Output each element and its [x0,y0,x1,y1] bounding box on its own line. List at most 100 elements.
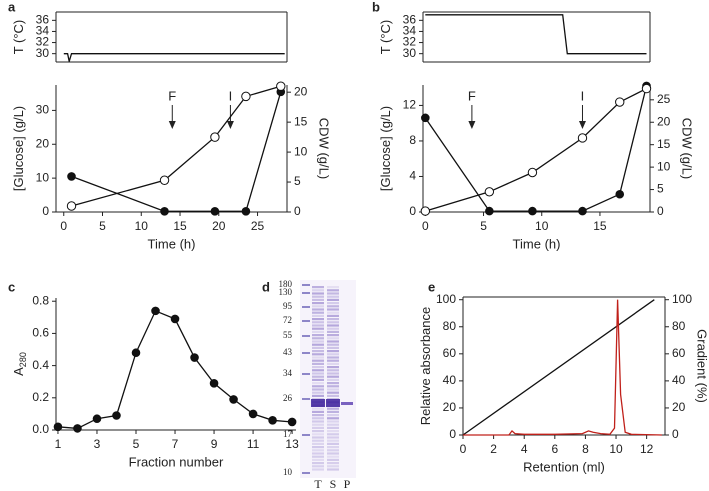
x-tick-label: 15 [173,219,187,233]
lane-label: S [330,477,337,491]
lane-band [312,462,324,465]
x-tick-label: 10 [535,219,549,233]
lane-band [327,458,339,461]
y2-tick-label: 25 [657,92,671,106]
lane-band [312,391,324,394]
lane-band [312,388,324,391]
y2-tick-label: 100 [672,292,692,306]
lane-band [312,302,324,305]
y2-axis-label: CDW (g/L) [680,118,695,179]
data-point [528,206,537,216]
x-tick-label: 15 [593,219,607,233]
marker-band [302,352,310,354]
lane-band [327,452,339,455]
marker-band [302,434,310,436]
lane-label: T [314,477,322,491]
lane-band [327,318,339,321]
marker-band [302,398,310,400]
lane-band [312,436,324,439]
lane-band [327,286,339,289]
lane-band [312,298,324,301]
lane-band [327,305,339,308]
y2-tick-label: 5 [294,174,301,188]
y-tick-label: 40 [443,373,457,387]
lane-band [312,452,324,455]
panel-label: c [8,279,15,294]
lane-band [312,455,324,458]
lane-band [327,394,339,397]
x-tick-label: 3 [94,437,101,451]
lane-band [312,394,324,397]
lane-band [327,343,339,346]
data-point [268,416,277,425]
series-line [71,91,282,212]
data-point [287,417,297,427]
purified-band [341,402,353,405]
annotation: I [581,88,585,103]
data-point [615,97,625,107]
marker-label: 130 [279,287,293,297]
y-tick-label: 100 [436,292,456,306]
y-axis-label: A280 [11,352,28,376]
x-tick-label: 5 [133,437,140,451]
lane-band [327,369,339,372]
lane-band [312,407,324,410]
marker-band [302,472,310,474]
x-tick-label: 0 [60,219,67,233]
series-line [425,88,647,212]
lane-band [312,458,324,461]
y-tick-label: 32 [403,35,417,49]
lane-band [312,305,324,308]
lane-band [327,385,339,388]
lane-band [327,462,339,465]
lane-band [327,442,339,445]
lane-band [327,292,339,295]
series-line [63,53,285,62]
y-axis-label-main: [Glucose] (g/L) [11,106,26,191]
data-point [151,306,160,316]
lane-band [327,455,339,458]
y-tick-label: 0.6 [32,326,49,340]
x-tick-label: 5 [480,219,487,233]
x-tick-label: 8 [582,442,589,456]
data-point [210,132,220,142]
y-tick-label: 30 [403,46,417,60]
data-point [112,411,121,420]
y-tick-label: 36 [36,13,50,27]
marker-label: 43 [283,347,293,357]
y-tick-label: 0 [409,204,416,218]
marker-label: 180 [279,279,293,289]
lane-band [327,311,339,314]
lane-band [312,414,324,417]
y-tick-label: 0.8 [32,293,49,307]
lane-band [312,350,324,353]
y-tick-label: 0.0 [32,422,49,436]
data-point [484,187,495,197]
lane-band [312,366,324,369]
lane-band [327,372,339,375]
marker-band [302,292,310,294]
lane-band [327,468,339,471]
lane-band [312,468,324,471]
lane-band [327,391,339,394]
lane-band [327,298,339,301]
lane-band [312,369,324,372]
y-tick-label: 8 [409,133,416,147]
annotation: F [468,88,476,103]
lane-band [327,414,339,417]
marker-band [302,306,310,308]
data-point [578,206,587,216]
x-tick-label: 10 [135,219,149,233]
y-axis-label-main: [Glucose] (g/L) [378,106,393,191]
annotation-arrowhead [168,121,176,129]
series-line [463,299,662,436]
y2-tick-label: 5 [657,182,664,196]
lane-band [312,295,324,298]
marker-band [302,284,310,286]
y-axis-label: Relative absorbance [418,307,433,426]
lane-band [312,346,324,349]
y-axis-label-main: A [11,367,26,376]
marker-band [302,335,310,337]
lane-band [312,308,324,311]
y2-tick-label: 40 [672,373,686,387]
